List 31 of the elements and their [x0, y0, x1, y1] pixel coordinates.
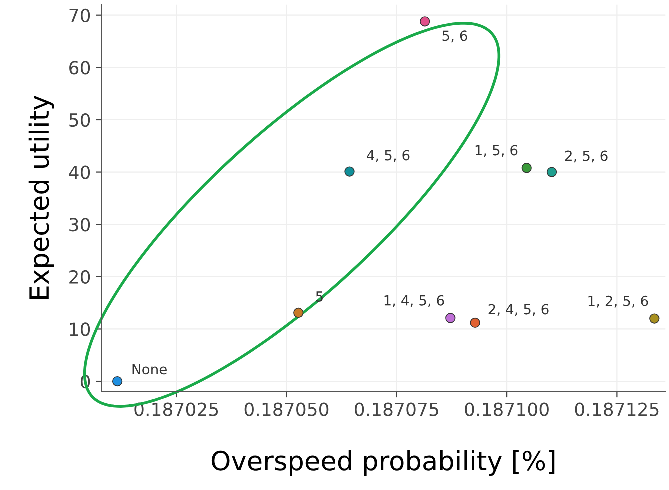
annotation: None [132, 364, 167, 375]
point [470, 318, 480, 328]
annotation: 2, 5, 6 [566, 150, 608, 163]
point [294, 308, 304, 318]
annotation: 1, 2, 5, 6 [588, 296, 648, 308]
point [446, 313, 456, 324]
y-tick-label: 10 [70, 322, 90, 336]
x-tick-label: 0.187125 [575, 402, 659, 416]
x-tick-label: 0.187100 [465, 402, 549, 416]
annotation: 1, 5, 6 [476, 145, 518, 158]
y-tick-label: 40 [69, 166, 90, 180]
x-axis-title: Overspeed probability [%] [212, 450, 555, 476]
y-axis-title: Expected utility [28, 96, 54, 300]
y-tick-label: 60 [70, 61, 90, 75]
point [650, 314, 660, 324]
x-tick-label: 0.187050 [244, 402, 329, 416]
y-tick-label: 70 [70, 8, 90, 22]
annotation: 5, 6 [442, 30, 468, 43]
y-tick-label: 50 [70, 113, 90, 128]
point [546, 167, 558, 178]
annotation: 1, 4, 5, 6 [384, 295, 444, 308]
point [112, 376, 123, 387]
x-tick-label: 0.187025 [134, 402, 218, 416]
point [344, 166, 355, 177]
point [420, 16, 430, 27]
annotation: 2, 4, 5, 6 [488, 304, 549, 316]
y-tick-label: 20 [70, 270, 90, 284]
y-tick-label: 30 [70, 218, 90, 232]
annotation: 4, 5, 6 [367, 150, 410, 162]
point [522, 163, 532, 174]
x-tick-label: 0.187075 [355, 402, 438, 416]
